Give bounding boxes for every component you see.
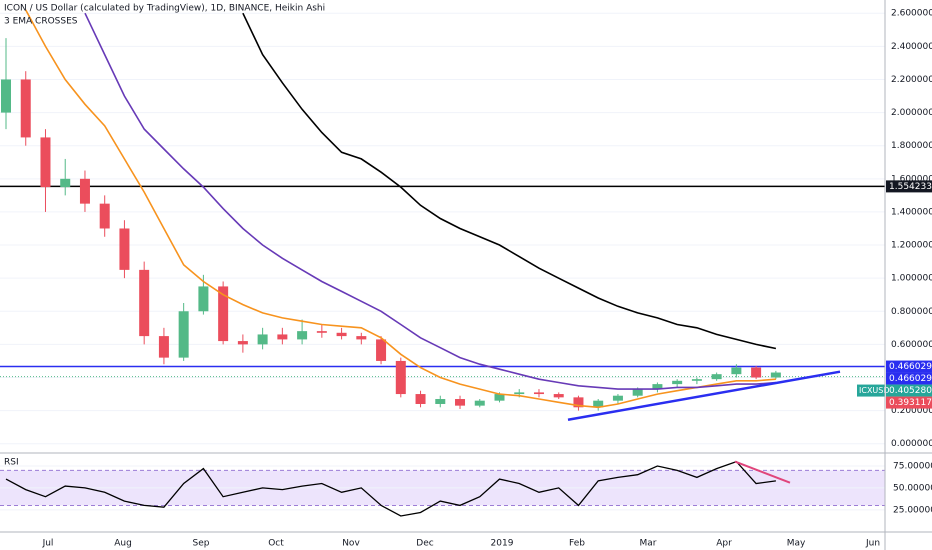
candle-body (99, 203, 110, 229)
candle-body (1, 79, 11, 113)
price-label-box (886, 180, 932, 193)
candle-body (316, 331, 327, 333)
x-tick-label: May (787, 539, 806, 549)
candle-body (573, 397, 584, 408)
symbol-label: ICXUSD (859, 386, 890, 395)
x-tick-label: Aug (114, 539, 132, 549)
candle-body (356, 336, 367, 340)
symbol-box (857, 384, 885, 397)
candle-body (711, 374, 722, 380)
candle-body (218, 286, 229, 342)
price-label-box (886, 360, 932, 373)
price-label-box (886, 372, 932, 385)
candle-body (376, 339, 387, 361)
y-tick-label: 1.4000000 (891, 207, 932, 217)
x-tick-label: Jun (865, 539, 880, 549)
candle-body (494, 394, 505, 401)
candle-body (237, 341, 248, 345)
candle-body (20, 79, 31, 138)
ema-line (84, 12, 776, 390)
ema-line (242, 12, 777, 350)
price-label-box (886, 396, 932, 409)
x-tick-label: Sep (193, 539, 210, 549)
candle-body (593, 400, 604, 408)
rsi-label: RSI (4, 458, 19, 468)
candle-body (474, 400, 485, 406)
x-tick-label: Jul (42, 539, 54, 549)
rsi-pane (0, 460, 885, 517)
candle-body (297, 331, 308, 340)
ema-line (24, 9, 776, 409)
x-tick-label: Feb (569, 539, 585, 549)
candle-body (751, 367, 762, 378)
candle-body (632, 389, 643, 396)
chart-title: ICON / US Dollar (calculated by TradingV… (4, 4, 325, 14)
candle-body (652, 384, 663, 390)
price-label-box (886, 384, 932, 397)
main-pane (0, 9, 885, 445)
candle-body (672, 380, 683, 385)
candle-body (731, 367, 742, 375)
x-tick-label: Apr (716, 539, 732, 549)
candle-body (40, 137, 51, 188)
candle-body (158, 336, 169, 358)
price-label: 0.4660294 (889, 362, 932, 372)
candle-body (257, 334, 268, 345)
candle-body (139, 269, 150, 337)
y-tick-label: 1.8000000 (891, 141, 932, 151)
candle-body (395, 360, 406, 395)
candle-body (336, 332, 347, 337)
candle-body (178, 311, 189, 358)
x-tick-label: Dec (416, 539, 433, 549)
candle-body (612, 395, 623, 401)
candle-body (455, 399, 466, 406)
indicator-label: 3 EMA CROSSES (4, 17, 78, 27)
x-tick-label: 2019 (491, 539, 514, 549)
rsi-line (5, 460, 776, 517)
candle-body (119, 228, 130, 270)
x-tick-label: Mar (640, 539, 657, 549)
x-tick-label: Oct (268, 539, 284, 549)
rsi-tick-label: 75.000000 (893, 461, 932, 471)
price-label: 0.3931176 (889, 398, 932, 408)
price-label: 0.4052806 (889, 386, 932, 396)
candle-body (415, 394, 426, 404)
divergence-line (734, 460, 791, 484)
candle-body (435, 399, 446, 404)
candle-body (60, 178, 71, 188)
axes: 0.00000000.20000000.40000000.60000000.80… (42, 9, 932, 549)
y-tick-label: 0.8000000 (891, 307, 932, 317)
candle-body (533, 392, 544, 395)
candle-body (514, 392, 525, 395)
rsi-tick-label: 50.000000 (893, 483, 932, 493)
price-label: 0.4660294 (889, 374, 932, 384)
candle-body (79, 178, 90, 204)
candle-body (553, 394, 564, 398)
trend-line (567, 370, 841, 421)
candle-body (198, 286, 209, 312)
candle-body (770, 372, 781, 378)
candle-body (277, 334, 288, 340)
candle-body (691, 379, 702, 381)
x-tick-label: Nov (342, 539, 360, 549)
rsi-tick-label: 25.000000 (893, 505, 932, 515)
y-tick-label: 2.4000000 (891, 42, 932, 52)
